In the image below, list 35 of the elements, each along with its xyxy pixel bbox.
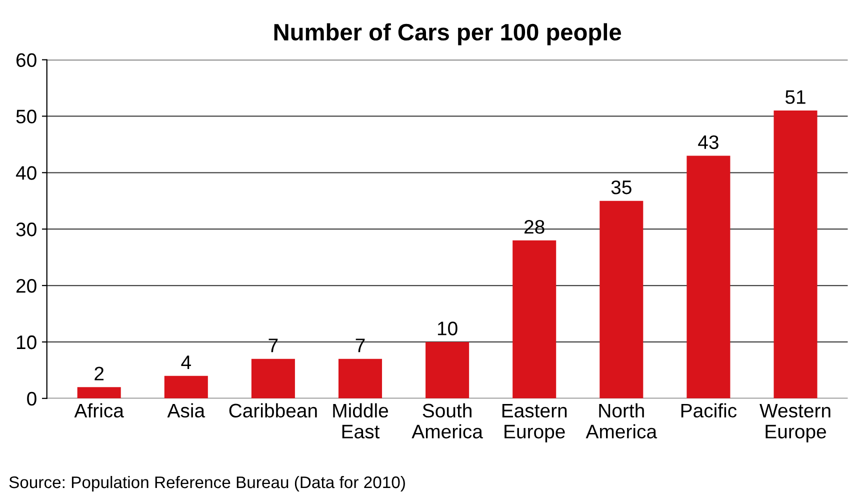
x-tick-label: North America: [586, 403, 658, 438]
y-tick-label: 0: [27, 392, 36, 406]
data-label: 7: [356, 338, 365, 352]
data-label: 4: [181, 356, 191, 370]
bar: [164, 376, 208, 398]
x-tick-label: Asia: [167, 403, 206, 418]
y-tick-label: 50: [16, 110, 36, 124]
bar: [251, 358, 295, 398]
x-tick-label: Africa: [74, 403, 124, 418]
y-tick-label: 30: [16, 222, 36, 236]
y-tick-label: 40: [16, 166, 36, 180]
x-tick-label: Eastern Europe: [502, 404, 567, 442]
y-tick-label: 20: [16, 278, 36, 293]
data-label: 2: [94, 366, 104, 380]
chart-title: Number of Cars per 100 people: [274, 23, 622, 46]
source-note: Source: Population Reference Bureau (Data for 2010): [9, 476, 405, 492]
bar: [686, 156, 730, 398]
data-label: 7: [268, 338, 278, 352]
y-tick-label: 10: [16, 335, 36, 350]
bar: [426, 342, 470, 398]
data-label: 10: [438, 322, 458, 336]
bar: [774, 110, 818, 398]
data-label: 35: [611, 180, 632, 194]
bar: [338, 358, 382, 398]
bar: [600, 200, 644, 398]
data-label: 43: [698, 135, 718, 150]
x-tick-label: Middle East: [333, 403, 388, 438]
y-tick-label: 60: [16, 53, 36, 67]
x-tick-label: South America: [412, 403, 483, 438]
bar: [77, 387, 121, 398]
x-tick-label: Western Europe: [760, 404, 830, 442]
bar: [512, 240, 556, 398]
data-label: 51: [785, 90, 806, 104]
x-tick-label: Caribbean: [229, 403, 317, 418]
x-tick-label: Pacific: [681, 403, 737, 418]
